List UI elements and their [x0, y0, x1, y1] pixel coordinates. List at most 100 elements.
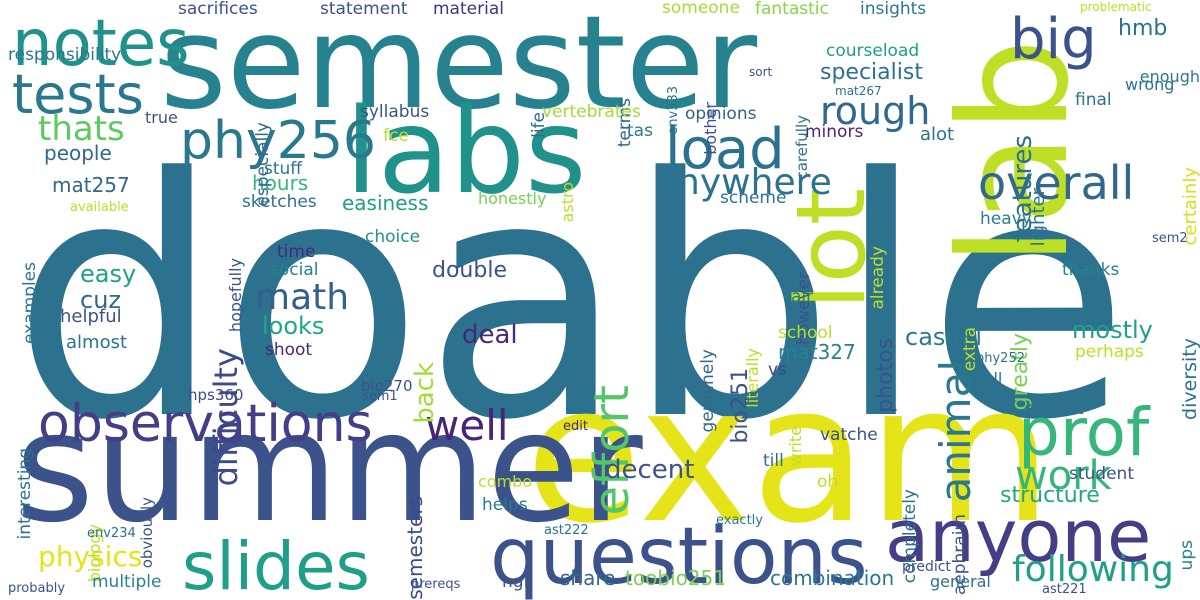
word-physics: physics	[38, 540, 143, 573]
word-notes: notes	[12, 7, 190, 81]
word-school: school	[778, 323, 833, 343]
word-almost: almost	[66, 332, 128, 353]
word-vs: vs	[768, 360, 787, 380]
word-decent: decent	[605, 455, 695, 485]
word-mat257: mat257	[52, 173, 130, 197]
word-carefully: carefully	[793, 115, 811, 180]
word-labs: labs	[345, 82, 587, 220]
word-fair: fair	[785, 287, 814, 307]
word-alot: alot	[920, 124, 955, 145]
word-fce: fce	[383, 126, 409, 146]
word-someone: someone	[662, 0, 740, 18]
word-double: double	[432, 258, 507, 283]
word-combo: combo	[478, 472, 533, 491]
word-back: back	[410, 362, 440, 424]
word-sketches: sketches	[242, 192, 317, 212]
word-hmb: hmb	[1118, 16, 1168, 41]
word-general: general	[930, 572, 991, 591]
word-bother: bother	[701, 102, 720, 155]
word-anywhere: anywhere	[655, 162, 832, 203]
word-perhaps: perhaps	[1075, 342, 1144, 362]
word-edit: edit	[563, 419, 588, 434]
word-insights: insights	[860, 0, 927, 19]
word-syllabus: syllabus	[360, 102, 430, 122]
word-cuz: cuz	[80, 286, 122, 314]
word-student: student	[1069, 464, 1134, 484]
word-vertebrates: vertebrates	[542, 102, 641, 122]
word-astro: astro	[558, 182, 577, 223]
word-till: till	[763, 451, 784, 471]
word-load: load	[665, 117, 785, 182]
word-animal: animal	[931, 360, 980, 503]
word-interesting: interesting	[15, 448, 35, 540]
word-overall: overall	[978, 156, 1135, 210]
word-hours: hours	[252, 171, 309, 195]
word-final: final	[1075, 90, 1112, 110]
word-looks: looks	[262, 312, 325, 340]
word-env333: env333	[666, 86, 681, 135]
word-sacrifices: sacrifices	[178, 0, 258, 19]
word-multiple: multiple	[92, 572, 162, 592]
word-predict: predict	[902, 559, 951, 575]
word-mat267: mat267	[835, 84, 882, 98]
word-ast221: ast221	[1042, 582, 1087, 597]
word-questions: questions	[490, 512, 868, 600]
word-lighter: lighter	[1028, 188, 1049, 247]
word-honestly: honestly	[478, 189, 547, 208]
word-phy256: phy256	[180, 111, 376, 171]
word-choice: choice	[365, 227, 421, 247]
word-thats: thats	[38, 109, 125, 149]
word-literally: literally	[743, 348, 762, 408]
word-observations: observations	[38, 394, 373, 454]
word-write: write	[786, 426, 805, 467]
word-enough: enough	[1139, 67, 1200, 86]
word-specialist: specialist	[820, 60, 923, 85]
word-correct: correct	[1024, 399, 1084, 419]
word-following: following	[1012, 549, 1174, 590]
word-sem1: sem1	[362, 389, 398, 404]
word-sem2: sem2	[1152, 231, 1188, 246]
word-mat327: mat327	[778, 340, 856, 364]
word-exactly: exactly	[716, 513, 763, 528]
word-diversity: diversity	[1179, 338, 1200, 420]
word-well: well	[425, 401, 509, 450]
word-toobio251: toobio251	[625, 566, 726, 590]
word-exam: exam	[525, 344, 1053, 565]
word-ups: ups	[1177, 540, 1197, 571]
word-oh: oh	[817, 472, 839, 492]
word-fantastic: fantastic	[755, 0, 829, 19]
word-helps: helps	[482, 495, 528, 515]
word-thanks: thanks	[1062, 260, 1120, 280]
word-probably: probably	[8, 581, 66, 596]
word-semester: semester	[160, 0, 758, 138]
word-statement: statement	[320, 0, 408, 19]
word-prof: prof	[1018, 394, 1150, 471]
word-fall: fall	[978, 369, 1003, 388]
word-effort: effort	[584, 385, 640, 516]
word-slides: slides	[182, 528, 370, 600]
word-sort: sort	[749, 65, 773, 79]
word-stuff: stuff	[264, 159, 303, 179]
word-time: time	[277, 242, 316, 262]
word-tas: tas	[627, 121, 653, 141]
word-deal: deal	[462, 320, 518, 350]
word-opinions: opinions	[685, 104, 757, 124]
word-tests: tests	[12, 63, 144, 126]
word-env234: env234	[87, 526, 136, 541]
word-share: share	[560, 566, 616, 590]
word-helpful: helpful	[60, 306, 122, 327]
word-difficulty: difficulty	[207, 348, 245, 487]
word-scheme: scheme	[720, 188, 787, 208]
word-easiness: easiness	[342, 191, 429, 215]
word-hps360: hps360	[188, 386, 244, 404]
word-easy: easy	[80, 260, 137, 288]
word-hopefully: hopefully	[226, 258, 245, 333]
word-wrong: wrong	[1125, 75, 1175, 94]
word-structure: structure	[1000, 483, 1100, 508]
word-examples: examples	[20, 262, 40, 345]
word-already: already	[868, 246, 888, 310]
word-responsibility: responsibility	[8, 45, 122, 65]
word-courseload: courseload	[826, 41, 920, 61]
word-obviously: obviously	[138, 497, 156, 569]
